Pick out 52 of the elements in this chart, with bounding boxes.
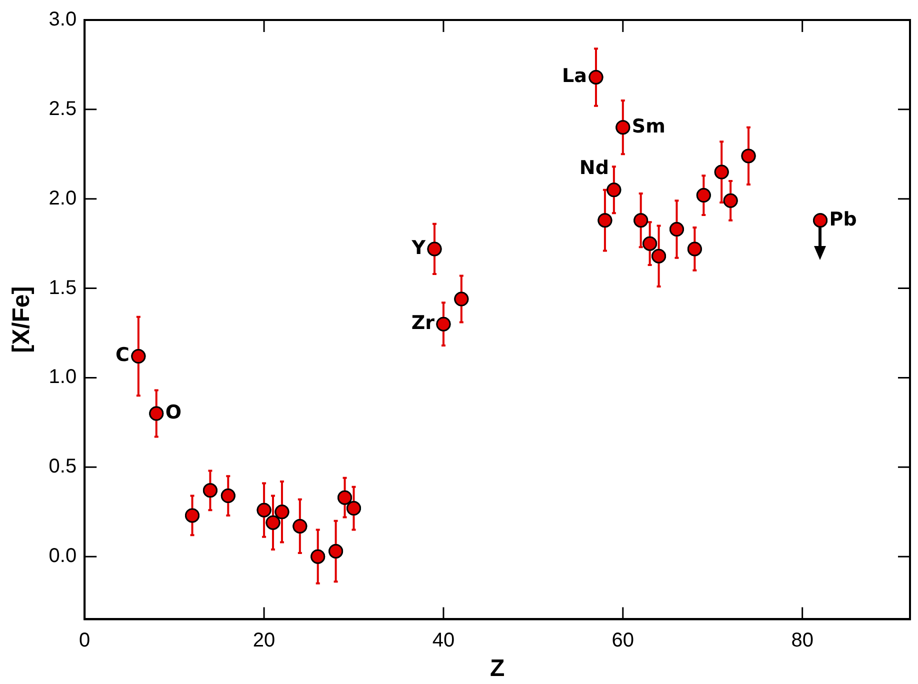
point — [598, 213, 612, 228]
point — [292, 518, 308, 534]
x-tick-label: 80 — [791, 630, 814, 652]
x-tick-label: 60 — [612, 630, 634, 652]
point — [274, 504, 290, 520]
y-axis-title: [X/Fe] — [8, 286, 36, 353]
point — [220, 488, 236, 504]
point — [185, 508, 200, 523]
y-tick-label: 2.0 — [48, 187, 77, 210]
point — [131, 349, 146, 364]
point — [652, 248, 666, 264]
y-tick-label: 3.0 — [48, 8, 77, 31]
point — [436, 316, 451, 332]
point — [687, 242, 702, 256]
point — [256, 502, 272, 518]
annotation: Sm — [632, 115, 666, 138]
point — [669, 222, 684, 237]
point — [642, 236, 658, 251]
point — [454, 292, 469, 306]
y-tick-label: 1.5 — [48, 276, 77, 299]
y-tick-label: 1.0 — [48, 366, 77, 388]
point — [149, 406, 164, 421]
point — [588, 70, 604, 84]
point — [310, 549, 326, 564]
point — [338, 490, 352, 505]
point — [202, 483, 218, 498]
point — [616, 120, 630, 135]
x-tick-label: 20 — [252, 630, 276, 652]
point — [723, 193, 738, 208]
annotation: Nd — [579, 156, 609, 179]
annotation: Pb — [829, 208, 857, 230]
point — [741, 148, 756, 164]
annotation: La — [562, 65, 587, 88]
annotation: O — [165, 401, 182, 424]
x-axis-title: Z — [490, 655, 505, 682]
point — [427, 242, 442, 256]
point — [696, 188, 711, 203]
annotation: Zr — [411, 312, 436, 334]
annotation: C — [115, 344, 130, 366]
y-tick-label: 0.5 — [48, 456, 77, 478]
x-tick-label: 40 — [432, 630, 455, 652]
point — [714, 164, 729, 180]
point — [328, 544, 344, 558]
point — [346, 501, 362, 516]
point — [813, 213, 828, 228]
annotation: Y — [410, 236, 426, 259]
y-tick-label: 0.0 — [48, 545, 77, 568]
x-tick-label: 0 — [79, 630, 90, 652]
point — [606, 182, 622, 198]
point — [634, 213, 648, 228]
y-tick-label: 2.5 — [48, 98, 77, 120]
point — [266, 515, 280, 530]
